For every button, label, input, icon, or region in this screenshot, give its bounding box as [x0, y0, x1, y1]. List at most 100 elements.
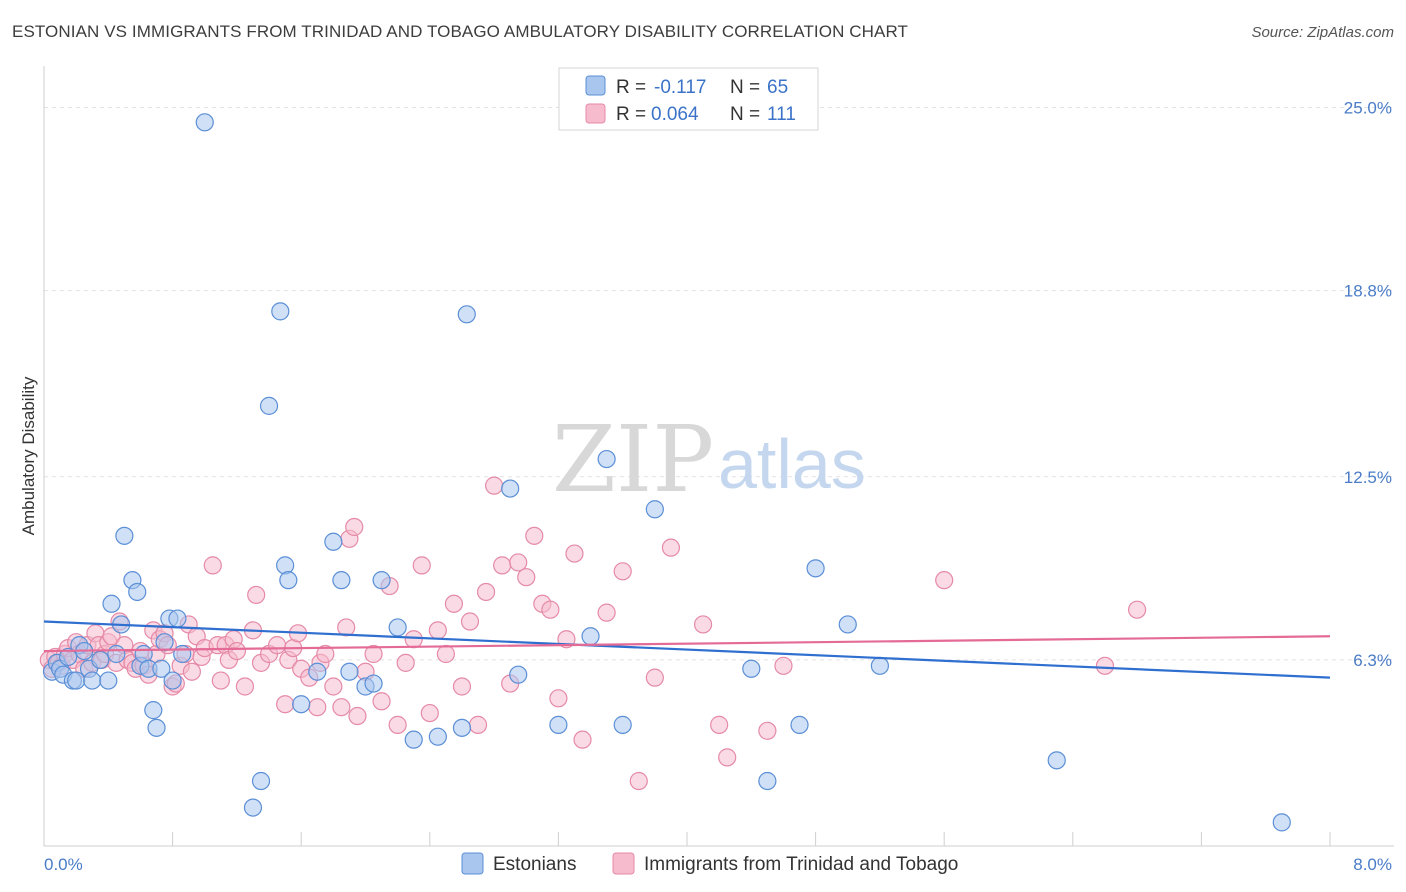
y-tick-label: 25.0%: [1344, 99, 1392, 118]
y-axis-label: Ambulatory Disability: [19, 376, 38, 535]
data-point: [247, 585, 266, 605]
data-point: [693, 615, 713, 634]
legend-n-label-1: N =: [730, 77, 760, 98]
data-point: [59, 647, 78, 667]
data-point: [102, 594, 121, 613]
data-point: [102, 627, 121, 646]
data-point: [195, 113, 214, 132]
data-point: [774, 656, 793, 675]
data-point: [428, 621, 447, 640]
data-point: [203, 556, 222, 575]
data-point: [107, 644, 126, 664]
data-point: [388, 715, 407, 734]
data-point: [597, 603, 616, 622]
data-point: [1095, 656, 1115, 675]
data-point: [235, 677, 255, 696]
data-point: [364, 674, 383, 693]
data-point: [308, 662, 327, 681]
legend-n-value-2: 111: [767, 104, 796, 125]
data-point: [308, 698, 327, 717]
data-point: [541, 600, 560, 619]
data-point: [1047, 751, 1066, 770]
watermark-zip: ZIP: [552, 406, 714, 513]
data-point: [388, 618, 407, 637]
data-point: [629, 771, 648, 791]
data-point: [501, 479, 520, 498]
data-point: [404, 630, 423, 649]
data-point: [509, 665, 528, 684]
data-point: [581, 627, 600, 646]
data-point: [163, 671, 182, 690]
data-point: [259, 396, 279, 415]
bottom-legend-swatch-estonians: [461, 852, 484, 875]
data-point: [292, 695, 311, 714]
data-point: [412, 556, 431, 575]
data-point: [444, 594, 464, 613]
estonians-points: [42, 113, 1291, 832]
estonians-trend-line: [43, 620, 1331, 679]
legend-swatch-immigrants: [585, 103, 606, 124]
data-point: [613, 562, 632, 581]
data-point: [404, 730, 423, 749]
data-point: [645, 668, 664, 687]
y-tick-label: 12.5%: [1344, 468, 1392, 487]
chart-title: ESTONIAN VS IMMIGRANTS FROM TRINIDAD AND…: [12, 22, 909, 41]
bottom-legend-estonians: Estonians: [493, 854, 576, 875]
data-point: [428, 727, 447, 746]
data-point: [128, 582, 147, 602]
data-point: [152, 659, 171, 678]
data-point: [549, 689, 568, 708]
data-point: [525, 526, 544, 545]
data-point: [742, 659, 761, 678]
data-point: [758, 721, 777, 740]
data-point: [645, 500, 664, 519]
data-point: [173, 644, 192, 664]
legend-n-label-2: N =: [730, 104, 760, 125]
data-point: [211, 671, 230, 690]
legend-r-value-1: -0.117: [654, 77, 706, 98]
data-point: [485, 476, 504, 495]
legend-r-label-2: R =: [616, 104, 646, 125]
series-legend: Estonians Immigrants from Trinidad and T…: [461, 852, 958, 875]
data-point: [144, 701, 163, 720]
data-point: [396, 653, 415, 672]
y-tick-label: 6.3%: [1353, 651, 1392, 670]
data-point: [345, 517, 364, 537]
data-point: [935, 571, 954, 590]
data-point: [276, 556, 295, 575]
data-point: [452, 718, 472, 737]
legend-r-value-2: 0.064: [651, 104, 699, 125]
legend-swatch-estonians: [585, 75, 606, 96]
bottom-legend-immigrants: Immigrants from Trinidad and Tobago: [644, 854, 958, 875]
data-point: [493, 556, 512, 575]
data-point: [279, 571, 298, 590]
bottom-legend-swatch-immigrants: [612, 852, 635, 875]
x-tick-label-max: 8.0%: [1353, 855, 1392, 874]
y-tick-label: 18.8%: [1344, 282, 1392, 301]
y-tick-labels: 6.3% 12.5% 18.8% 25.0%: [1344, 99, 1392, 670]
data-point: [457, 305, 476, 324]
data-point: [870, 656, 890, 675]
data-point: [267, 636, 287, 655]
data-point: [147, 718, 166, 737]
data-point: [1127, 600, 1147, 619]
immigrants-trend-line: [43, 635, 1331, 653]
data-point: [340, 662, 359, 681]
data-point: [436, 644, 455, 664]
x-axis-ticks: [172, 832, 1331, 846]
data-point: [155, 633, 174, 652]
data-point: [276, 695, 295, 714]
data-point: [1272, 813, 1291, 832]
data-point: [316, 644, 335, 664]
data-point: [420, 703, 439, 723]
data-point: [460, 612, 480, 631]
data-point: [661, 538, 681, 557]
data-point: [452, 677, 472, 696]
data-point: [83, 671, 102, 690]
data-point: [565, 544, 584, 563]
data-point: [718, 748, 737, 767]
data-point: [758, 771, 777, 791]
legend-n-value-1: 65: [767, 77, 788, 98]
data-point: [372, 692, 391, 711]
